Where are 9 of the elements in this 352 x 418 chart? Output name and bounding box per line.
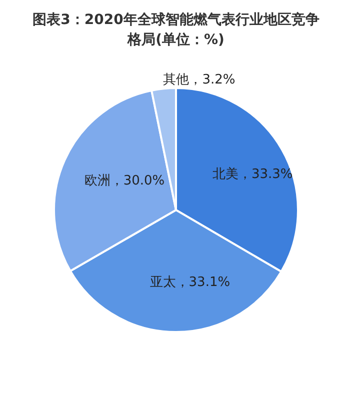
slice-label: 北美 (212, 166, 238, 182)
data-label: ，33.3% (238, 167, 293, 182)
slice-label: 其他 (163, 72, 190, 88)
data-label: ，3.2% (189, 72, 236, 88)
data-label: ，30.0% (110, 173, 165, 188)
chart-title: 图表3：2020年全球智能燃气表行业地区竞争格局(单位：%) (32, 10, 320, 50)
slice-label: 欧洲 (84, 173, 110, 188)
slice-label: 亚太 (150, 275, 176, 290)
data-label: ，33.1% (176, 275, 230, 290)
